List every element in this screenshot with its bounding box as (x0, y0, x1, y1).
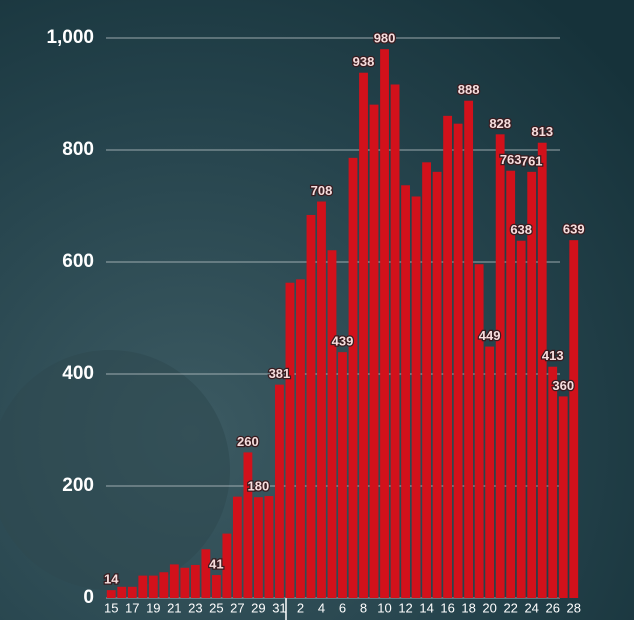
y-tick-label: 400 (62, 363, 94, 384)
x-tick-label: 26 (545, 600, 559, 615)
bar (211, 575, 221, 598)
bar (327, 250, 337, 599)
value-label: 360 (552, 378, 574, 393)
bar (432, 171, 442, 598)
y-tick-label: 600 (62, 251, 94, 272)
value-label: 638 (510, 222, 532, 237)
x-tick-label: 28 (567, 600, 581, 615)
value-label: 439 (332, 334, 354, 349)
bar (359, 72, 368, 599)
bar (453, 123, 463, 599)
bar (506, 170, 516, 598)
x-tick-label: 19 (146, 600, 160, 615)
bar (243, 452, 253, 598)
bar (401, 185, 410, 598)
bar (222, 533, 232, 598)
value-label: 180 (248, 479, 270, 494)
bar (148, 575, 158, 598)
bar (558, 396, 568, 598)
y-tick-label: 0 (83, 587, 94, 608)
bar (232, 496, 242, 598)
bar (106, 590, 116, 598)
value-label: 41 (209, 556, 223, 571)
x-tick-label: 22 (503, 600, 517, 615)
bar (485, 346, 495, 598)
x-tick-label: 29 (251, 600, 265, 615)
bar (369, 104, 379, 598)
value-label: 260 (237, 434, 259, 449)
x-tick-label: 4 (318, 600, 325, 615)
bar (422, 162, 432, 598)
x-tick-label: 18 (461, 600, 475, 615)
value-label: 980 (374, 31, 396, 46)
bar (474, 264, 484, 598)
y-tick-label: 1,000 (46, 27, 94, 48)
bar (190, 564, 200, 598)
bar (127, 586, 137, 598)
value-label: 938 (353, 54, 375, 69)
bar (285, 282, 295, 598)
bar (180, 567, 190, 598)
bar (338, 352, 347, 598)
value-label: 381 (269, 366, 291, 381)
background-shape (0, 350, 230, 590)
value-label: 639 (563, 222, 585, 237)
bar (159, 572, 169, 598)
bar (390, 84, 400, 599)
value-label: 888 (458, 82, 480, 97)
value-label: 763 (500, 152, 522, 167)
value-label: 413 (542, 348, 564, 363)
value-label: 761 (521, 153, 543, 168)
y-tick-label: 200 (62, 475, 94, 496)
bar (306, 214, 316, 598)
bar (348, 157, 358, 598)
x-tick-label: 8 (360, 600, 367, 615)
x-tick-label: 24 (524, 600, 538, 615)
bar (169, 564, 179, 598)
x-tick-label: 2 (297, 600, 304, 615)
value-label: 708 (311, 183, 333, 198)
x-tick-label: 20 (482, 600, 496, 615)
bar (380, 49, 389, 598)
x-tick-label: 23 (188, 600, 202, 615)
x-tick-label: 31 (272, 600, 286, 615)
bar (464, 100, 474, 598)
bar (253, 497, 263, 598)
value-label: 813 (531, 124, 553, 139)
bar (138, 575, 148, 598)
bar (495, 134, 505, 598)
x-tick-label: 16 (440, 600, 454, 615)
value-label: 449 (479, 328, 501, 343)
y-tick-label: 800 (62, 139, 94, 160)
bar (117, 586, 127, 598)
bar (411, 196, 421, 599)
value-label: 14 (104, 572, 119, 587)
x-tick-label: 21 (167, 600, 181, 615)
x-tick-label: 25 (209, 600, 223, 615)
bar (516, 240, 526, 598)
bar (201, 549, 211, 598)
bar (537, 142, 547, 598)
x-tick-label: 17 (125, 600, 139, 615)
bar (569, 240, 579, 598)
bar (275, 384, 284, 598)
value-label: 828 (489, 116, 511, 131)
x-tick-label: 27 (230, 600, 244, 615)
x-tick-label: 10 (377, 600, 391, 615)
bar (443, 115, 453, 598)
x-tick-label: 6 (339, 600, 346, 615)
bar (264, 496, 274, 598)
bar (548, 366, 558, 598)
bar (317, 201, 326, 598)
x-tick-label: 12 (398, 600, 412, 615)
x-tick-label: 15 (104, 600, 118, 615)
bar (296, 279, 305, 598)
x-tick-label: 14 (419, 600, 433, 615)
bar (527, 171, 537, 598)
